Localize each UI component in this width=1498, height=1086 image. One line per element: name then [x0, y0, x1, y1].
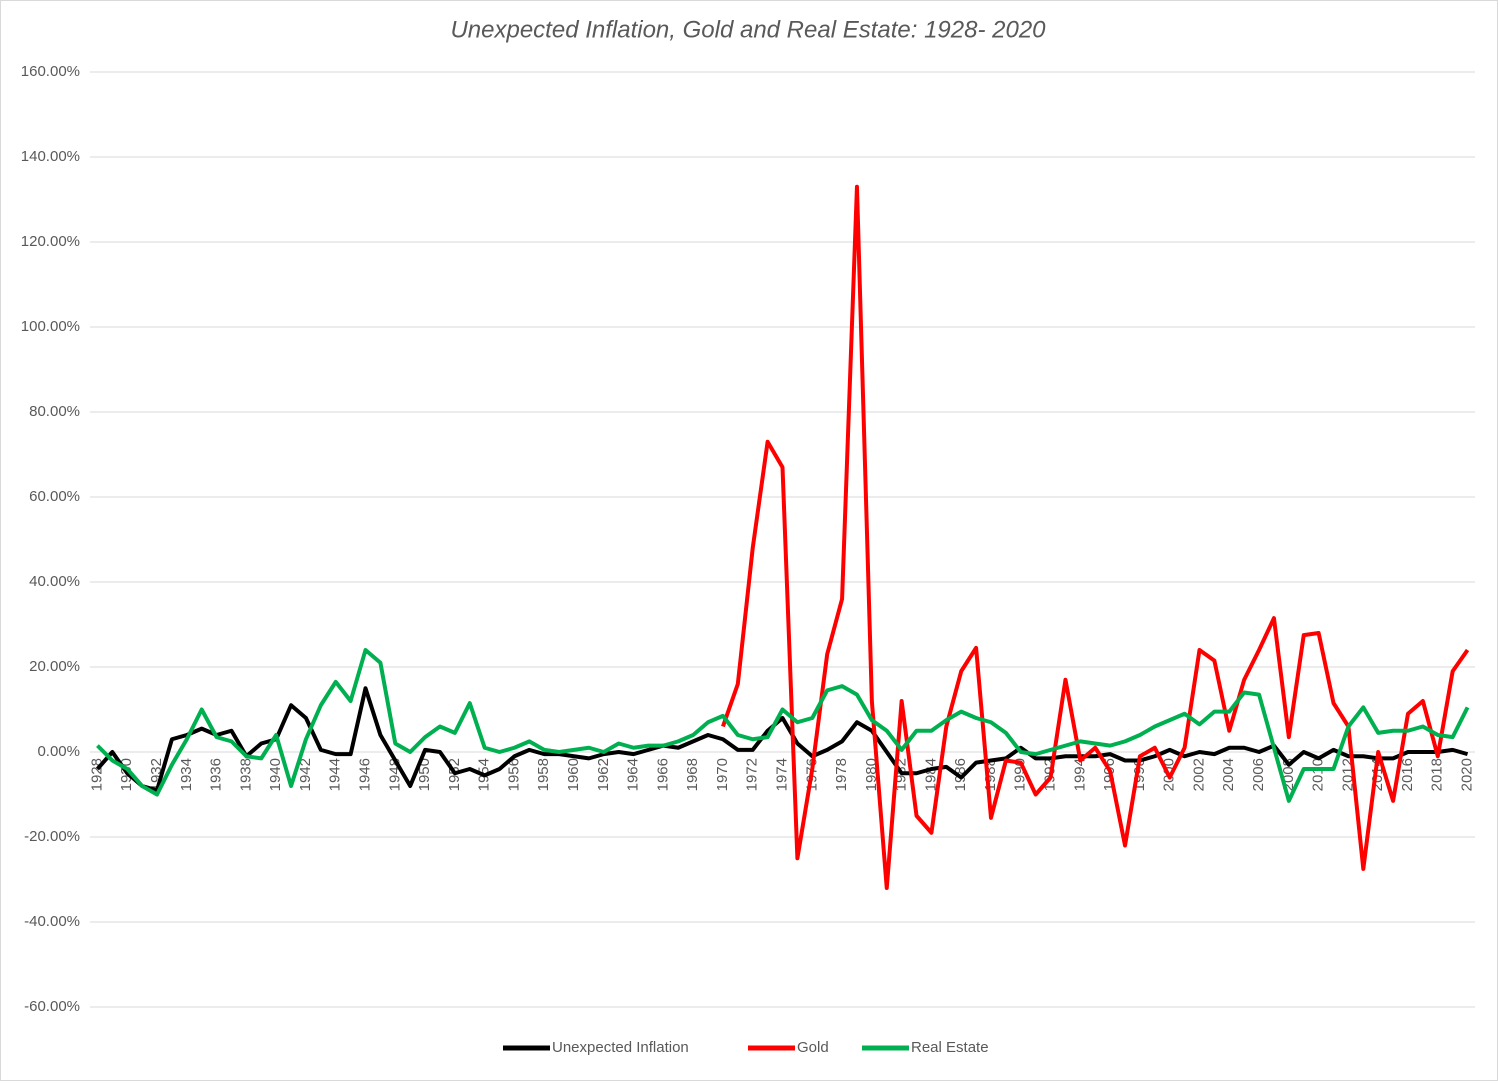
y-tick-label: -40.00% [24, 913, 80, 930]
series-line [721, 184, 1470, 890]
x-tick-label: 1984 [922, 758, 939, 791]
x-tick-label: 1938 [237, 758, 254, 791]
x-tick-label: 1970 [714, 758, 731, 791]
y-tick-label: 120.00% [21, 233, 80, 250]
legend-label: Real Estate [911, 1039, 989, 1056]
x-tick-label: 2020 [1459, 758, 1476, 791]
x-tick-label: 1946 [356, 758, 373, 791]
x-tick-label: 1958 [535, 758, 552, 791]
x-tick-label: 1972 [744, 758, 761, 791]
x-tick-label: 1942 [297, 758, 314, 791]
x-tick-label: 1968 [684, 758, 701, 791]
x-tick-label: 1960 [565, 758, 582, 791]
y-tick-label: -20.00% [24, 828, 80, 845]
y-tick-label: 140.00% [21, 148, 80, 165]
x-tick-label: 2016 [1399, 758, 1416, 791]
x-tick-label: 2002 [1190, 758, 1207, 791]
x-tick-label: 1974 [773, 758, 790, 791]
chart-title: Unexpected Inflation, Gold and Real Esta… [450, 16, 1046, 43]
y-tick-label: 20.00% [29, 658, 80, 675]
legend-label: Unexpected Inflation [552, 1039, 689, 1056]
legend-label: Gold [797, 1039, 829, 1056]
x-tick-label: 1994 [1071, 758, 1088, 791]
x-tick-label: 1936 [208, 758, 225, 791]
series-line [96, 648, 1470, 803]
x-tick-label: 2006 [1250, 758, 1267, 791]
x-tick-label: 1964 [625, 758, 642, 791]
y-tick-label: 80.00% [29, 403, 80, 420]
x-tick-label: 1956 [505, 758, 522, 791]
x-tick-label: 1962 [595, 758, 612, 791]
x-tick-label: 2004 [1220, 758, 1237, 791]
x-tick-label: 1934 [178, 758, 195, 791]
x-tick-label: 1978 [833, 758, 850, 791]
x-tick-label: 2018 [1429, 758, 1446, 791]
y-tick-label: 0.00% [37, 743, 80, 760]
y-tick-label: 60.00% [29, 488, 80, 505]
y-tick-label: -60.00% [24, 998, 80, 1015]
x-tick-label: 2010 [1310, 758, 1327, 791]
y-tick-label: 160.00% [21, 63, 80, 80]
x-tick-label: 1940 [267, 758, 284, 791]
x-tick-label: 1944 [327, 758, 344, 791]
x-tick-label: 1966 [654, 758, 671, 791]
series-line [95, 686, 1469, 793]
y-tick-label: 40.00% [29, 573, 80, 590]
y-tick-label: 100.00% [21, 318, 80, 335]
